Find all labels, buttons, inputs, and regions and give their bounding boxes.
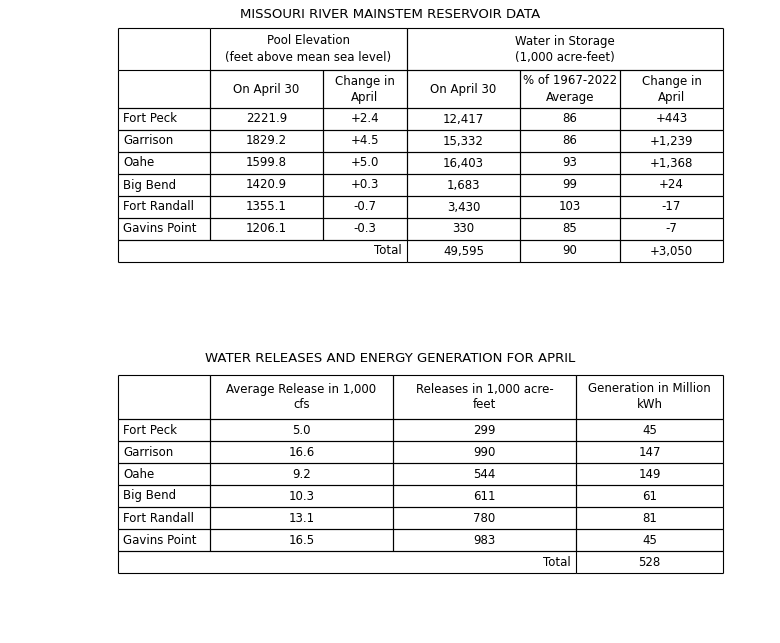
Text: Garrison: Garrison [123, 134, 173, 147]
Text: 611: 611 [473, 489, 496, 502]
Text: -0.7: -0.7 [353, 201, 377, 213]
Text: 10.3: 10.3 [289, 489, 314, 502]
Text: -0.3: -0.3 [353, 222, 377, 235]
Text: 1829.2: 1829.2 [246, 134, 287, 147]
Text: 990: 990 [473, 446, 495, 458]
Text: +24: +24 [659, 179, 684, 192]
Text: On April 30: On April 30 [431, 82, 497, 96]
Text: 149: 149 [638, 467, 661, 480]
Text: 9.2: 9.2 [292, 467, 311, 480]
Text: Big Bend: Big Bend [123, 489, 176, 502]
Text: Fort Randall: Fort Randall [123, 511, 194, 525]
Text: On April 30: On April 30 [233, 82, 300, 96]
Text: 12,417: 12,417 [443, 113, 484, 125]
Text: Generation in Million
kWh: Generation in Million kWh [588, 383, 711, 412]
Text: Total: Total [374, 244, 402, 257]
Text: 86: 86 [562, 113, 577, 125]
Text: 45: 45 [642, 424, 657, 437]
Text: +443: +443 [655, 113, 688, 125]
Text: 544: 544 [473, 467, 495, 480]
Text: 2221.9: 2221.9 [246, 113, 287, 125]
Text: 1420.9: 1420.9 [246, 179, 287, 192]
Text: 16.6: 16.6 [289, 446, 314, 458]
Text: +1,368: +1,368 [650, 156, 693, 170]
Text: +3,050: +3,050 [650, 244, 693, 257]
Text: 61: 61 [642, 489, 657, 502]
Text: 1355.1: 1355.1 [246, 201, 287, 213]
Text: +0.3: +0.3 [351, 179, 379, 192]
Text: 1206.1: 1206.1 [246, 222, 287, 235]
Text: 103: 103 [559, 201, 581, 213]
Text: Change in
April: Change in April [335, 75, 395, 104]
Text: Releases in 1,000 acre-
feet: Releases in 1,000 acre- feet [416, 383, 553, 412]
Text: Oahe: Oahe [123, 467, 154, 480]
Text: 5.0: 5.0 [292, 424, 310, 437]
Text: Big Bend: Big Bend [123, 179, 176, 192]
Text: 16.5: 16.5 [289, 534, 314, 547]
Text: Oahe: Oahe [123, 156, 154, 170]
Text: 13.1: 13.1 [289, 511, 314, 525]
Text: 780: 780 [473, 511, 495, 525]
Text: Change in
April: Change in April [642, 75, 701, 104]
Text: Pool Elevation
(feet above mean sea level): Pool Elevation (feet above mean sea leve… [225, 35, 392, 64]
Text: 81: 81 [642, 511, 657, 525]
Text: 1,683: 1,683 [447, 179, 480, 192]
Text: % of 1967-2022
Average: % of 1967-2022 Average [523, 75, 617, 104]
Text: Fort Peck: Fort Peck [123, 113, 177, 125]
Text: Fort Peck: Fort Peck [123, 424, 177, 437]
Text: 49,595: 49,595 [443, 244, 484, 257]
Text: Average Release in 1,000
cfs: Average Release in 1,000 cfs [226, 383, 377, 412]
Text: 86: 86 [562, 134, 577, 147]
Text: Gavins Point: Gavins Point [123, 222, 197, 235]
Text: Fort Randall: Fort Randall [123, 201, 194, 213]
Text: +2.4: +2.4 [351, 113, 379, 125]
Text: 528: 528 [638, 556, 661, 568]
Text: Gavins Point: Gavins Point [123, 534, 197, 547]
Text: 983: 983 [473, 534, 495, 547]
Text: 90: 90 [562, 244, 577, 257]
Text: -7: -7 [665, 222, 678, 235]
Text: Total: Total [543, 556, 571, 568]
Text: 93: 93 [562, 156, 577, 170]
Text: 147: 147 [638, 446, 661, 458]
Text: 45: 45 [642, 534, 657, 547]
Text: 299: 299 [473, 424, 496, 437]
Text: 15,332: 15,332 [443, 134, 484, 147]
Text: 16,403: 16,403 [443, 156, 484, 170]
Text: MISSOURI RIVER MAINSTEM RESERVOIR DATA: MISSOURI RIVER MAINSTEM RESERVOIR DATA [240, 8, 540, 21]
Text: 330: 330 [452, 222, 474, 235]
Text: -17: -17 [661, 201, 681, 213]
Text: WATER RELEASES AND ENERGY GENERATION FOR APRIL: WATER RELEASES AND ENERGY GENERATION FOR… [205, 352, 575, 365]
Text: 1599.8: 1599.8 [246, 156, 287, 170]
Text: Garrison: Garrison [123, 446, 173, 458]
Text: +5.0: +5.0 [351, 156, 379, 170]
Text: 3,430: 3,430 [447, 201, 480, 213]
Text: 85: 85 [562, 222, 577, 235]
Text: +4.5: +4.5 [351, 134, 379, 147]
Text: Water in Storage
(1,000 acre-feet): Water in Storage (1,000 acre-feet) [515, 35, 615, 64]
Text: 99: 99 [562, 179, 577, 192]
Text: +1,239: +1,239 [650, 134, 693, 147]
